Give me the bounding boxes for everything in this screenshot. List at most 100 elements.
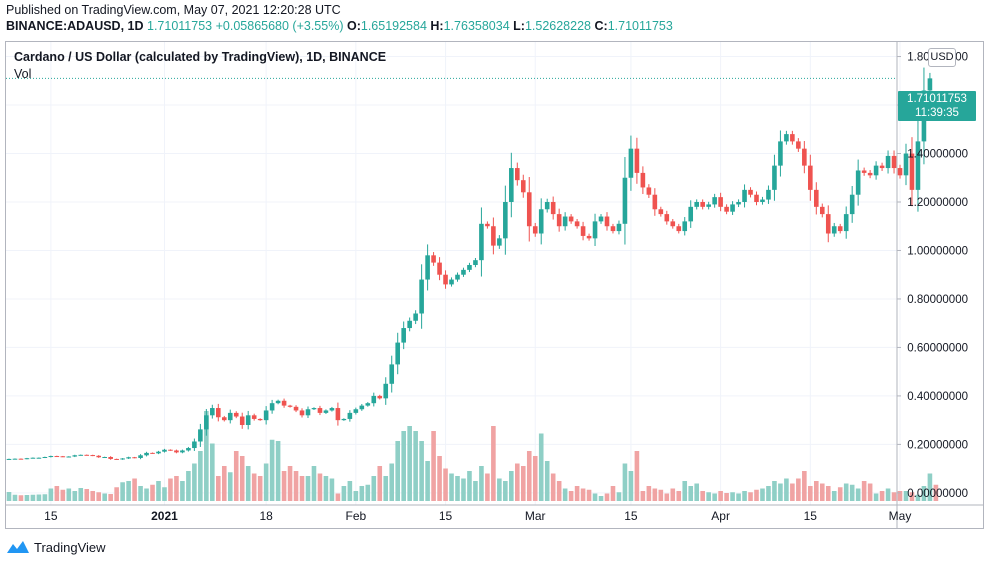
volume-bar xyxy=(676,491,682,501)
candle-body xyxy=(837,226,843,232)
last-price-tag: 1.71011753 11:39:35 xyxy=(898,91,976,121)
volume-bar xyxy=(544,461,550,501)
volume-bar xyxy=(275,441,281,501)
candle-body xyxy=(592,221,598,239)
candle-body xyxy=(598,216,604,222)
volume-bar xyxy=(640,491,646,501)
candle-body xyxy=(891,155,897,169)
candle-body xyxy=(772,165,777,190)
volume-bar xyxy=(694,483,699,501)
x-tick-label: 15 xyxy=(624,509,638,523)
volume-bar xyxy=(706,492,711,501)
volume-bar xyxy=(233,451,239,501)
volume-bar xyxy=(568,491,574,501)
candle-body xyxy=(401,328,406,343)
candle-body xyxy=(873,165,879,176)
volume-bar xyxy=(60,489,66,501)
candle-body xyxy=(389,364,395,384)
volume-bar xyxy=(814,481,819,501)
candle-body xyxy=(562,216,568,227)
volume-bar xyxy=(748,492,753,501)
volume-bar xyxy=(556,481,562,501)
price-change: +0.05865680 (+3.55%) xyxy=(215,19,344,33)
candle-body xyxy=(341,418,347,421)
volume-bar xyxy=(538,433,544,501)
volume-bar xyxy=(227,472,233,501)
currency-button[interactable]: USD xyxy=(928,48,956,67)
volume-bar xyxy=(431,431,436,501)
volume-bar xyxy=(269,439,275,501)
footer: TradingView xyxy=(6,539,106,555)
volume-bar xyxy=(742,491,747,501)
candle-body xyxy=(538,209,544,234)
candle-body xyxy=(808,165,813,190)
volume-bar xyxy=(592,493,598,501)
volume-bar xyxy=(891,492,897,501)
candle-body xyxy=(843,214,849,232)
volume-bar xyxy=(198,451,203,501)
volume-bar xyxy=(180,481,185,501)
candle-body xyxy=(108,457,113,459)
candle-body xyxy=(323,410,329,413)
candle-body xyxy=(796,141,801,149)
candle-body xyxy=(281,400,287,406)
volume-bar xyxy=(855,488,861,501)
candle-body xyxy=(730,204,735,212)
candle-body xyxy=(742,189,747,202)
volume-bar xyxy=(574,486,580,501)
candle-body xyxy=(287,405,293,407)
candle-body xyxy=(526,192,532,227)
volume-bar xyxy=(479,466,484,501)
chart-title: Cardano / US Dollar (calculated by Tradi… xyxy=(14,50,387,64)
candle-body xyxy=(174,450,179,453)
candle-body xyxy=(413,313,418,321)
candle-body xyxy=(102,457,107,459)
candle-body xyxy=(449,279,454,285)
candle-body xyxy=(784,134,789,142)
volume-bar xyxy=(365,484,371,501)
candle-body xyxy=(819,206,825,215)
last-price: 1.71011753 xyxy=(147,19,213,33)
volume-bar xyxy=(335,493,341,501)
candle-body xyxy=(479,223,484,261)
volume-bar xyxy=(150,484,155,501)
volume-bar xyxy=(210,443,215,501)
candle-body xyxy=(317,408,323,413)
volume-bar xyxy=(927,473,933,501)
candle-body xyxy=(186,448,191,451)
volume-bar xyxy=(604,493,610,501)
volume-bar xyxy=(682,481,688,501)
candle-body xyxy=(676,226,682,232)
volume-bar xyxy=(754,489,759,501)
chart-frame xyxy=(5,41,984,529)
volume-bar xyxy=(186,471,191,501)
volume-bar xyxy=(915,494,921,501)
candle-body xyxy=(915,141,921,190)
candle-body xyxy=(72,455,78,457)
volume-bar xyxy=(323,476,329,501)
candle-body xyxy=(257,418,263,421)
candle-body xyxy=(664,214,670,222)
volume-bar xyxy=(66,488,72,501)
candle-body xyxy=(712,197,717,205)
volume-bar xyxy=(305,476,311,501)
candle-body xyxy=(180,450,185,453)
volume-bar xyxy=(849,484,855,501)
candle-body xyxy=(634,148,640,173)
close-label: C: xyxy=(594,19,608,33)
volume-label: Vol xyxy=(14,67,32,81)
candle-body xyxy=(658,209,664,215)
volume-bar xyxy=(216,476,221,501)
volume-bar xyxy=(503,481,508,501)
x-tick-label: May xyxy=(889,509,912,523)
volume-bar xyxy=(245,466,251,501)
volume-bar xyxy=(353,491,359,501)
volume-bar xyxy=(251,473,257,501)
volume-bar xyxy=(688,486,694,501)
candle-body xyxy=(96,455,101,458)
candle-body xyxy=(491,226,496,246)
candle-body xyxy=(311,408,317,410)
candle-body xyxy=(568,216,574,222)
volume-bar xyxy=(664,493,670,501)
